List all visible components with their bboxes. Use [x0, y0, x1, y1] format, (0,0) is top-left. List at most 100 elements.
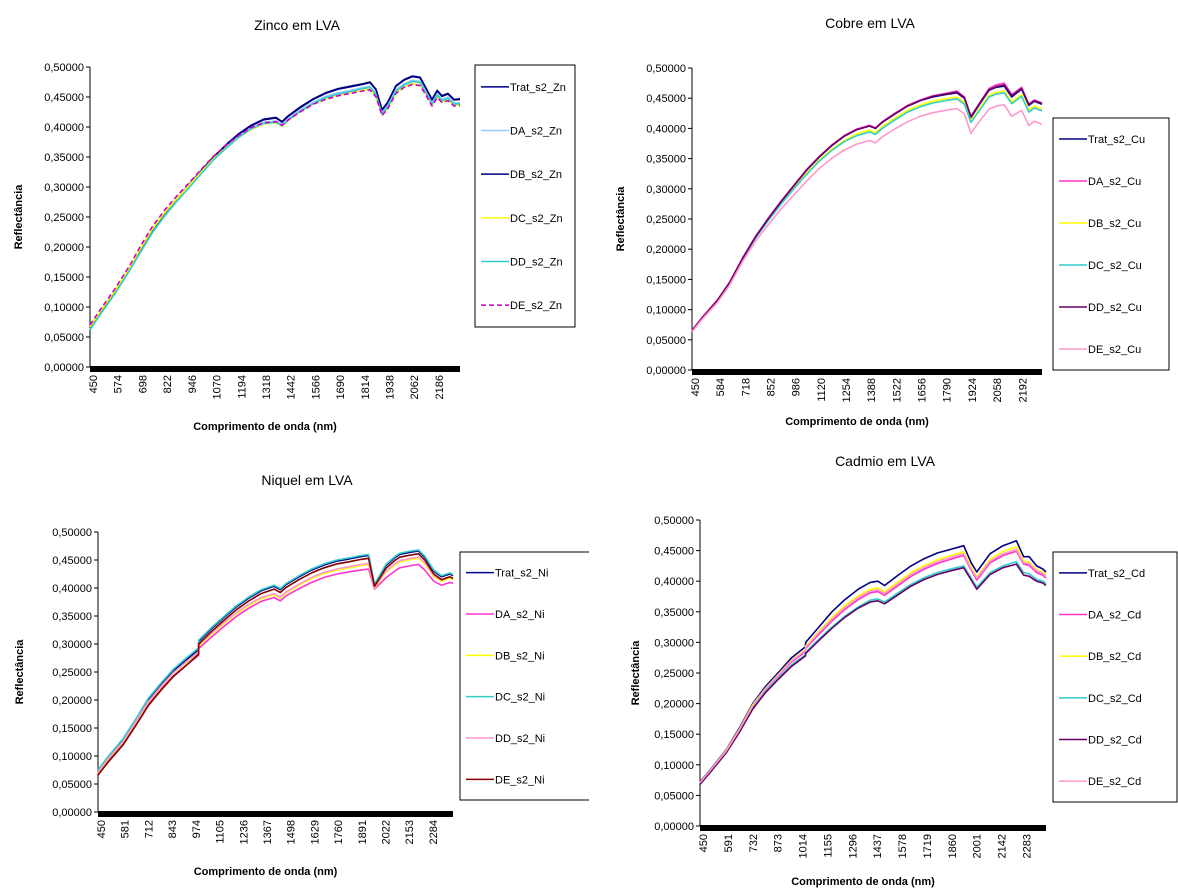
y-tick-label: 0,35000 [646, 154, 686, 166]
x-tick-label: 946 [187, 375, 199, 393]
x-tick-label: 2186 [434, 375, 446, 399]
y-tick-label: 0,10000 [646, 305, 686, 317]
y-tick-label: 0,05000 [44, 332, 84, 344]
chart-zinco: Zinco em LVA 0,00000 0,05000 0,10000 0,15000… [13, 17, 576, 433]
x-tick-label: 698 [137, 375, 149, 393]
y-axis-label: Reflectância [630, 640, 642, 706]
legend-box [459, 551, 589, 801]
y-tick-label: 0,40000 [44, 122, 84, 134]
y-axis-label: Reflectância [14, 639, 26, 705]
legend-item-label: DD_s2_Ni [495, 733, 545, 745]
legend-item-label: Trat_s2_Zn [510, 82, 566, 94]
y-tick-label: 0,10000 [44, 302, 84, 314]
x-tick-label: 1254 [841, 378, 853, 402]
x-tick-label: 712 [143, 820, 155, 838]
x-tick-label: 974 [191, 820, 203, 838]
x-tick-label: 450 [690, 378, 702, 396]
y-tick-label: 0,45000 [52, 555, 92, 567]
legend-item-label: Trat_s2_Cd [1088, 568, 1145, 580]
x-axis [90, 366, 460, 372]
x-tick-label: 1924 [967, 378, 979, 402]
series-line-de-s2-cu [691, 104, 1043, 333]
x-tick-label: 581 [120, 820, 132, 838]
series-line-db-s2-zn [89, 75, 461, 328]
x-tick-label: 2142 [997, 834, 1009, 858]
legend-box [1052, 117, 1170, 371]
y-tick-label: 0,15000 [52, 723, 92, 735]
series-line-dc-s2-cu [691, 92, 1043, 332]
series-line-da-s2-cu [691, 82, 1043, 331]
x-tick-label: 2192 [1017, 378, 1029, 402]
chart-cobre: Cobre em LVA 0,00000 0,05000 0,10000 0,15000… [615, 15, 1170, 428]
x-tick-label: 1656 [917, 378, 929, 402]
x-tick-label: 1194 [236, 375, 248, 399]
x-axis-label: Comprimento de onda (nm) [785, 416, 929, 428]
x-tick-label: 2062 [409, 375, 421, 399]
x-tick-label: 2283 [1022, 834, 1034, 858]
x-tick-label: 1014 [798, 834, 810, 858]
x-tick-label: 1814 [360, 375, 372, 399]
series-line-de-s2-ni [97, 553, 454, 776]
series-line-trat-s2-zn [89, 75, 461, 329]
x-tick-label: 1938 [385, 375, 397, 399]
y-tick-label: 0,25000 [44, 212, 84, 224]
series-line-dd-s2-cu [691, 84, 1043, 332]
y-tick-label: 0,30000 [654, 637, 694, 649]
y-tick-label: 0,30000 [646, 184, 686, 196]
x-axis-label: Comprimento de onda (nm) [791, 876, 935, 888]
x-tick-label: 1388 [866, 378, 878, 402]
y-tick-label: 0,00000 [646, 365, 686, 377]
y-tick-label: 0,25000 [646, 214, 686, 226]
y-tick-label: 0,25000 [52, 667, 92, 679]
legend-item-label: DC_s2_Cd [1088, 693, 1142, 705]
legend-item-label: DC_s2_Zn [510, 213, 563, 225]
chart-title: Niquel em LVA [261, 472, 353, 488]
y-tick-label: 0,40000 [646, 123, 686, 135]
x-tick-label: 2001 [972, 834, 984, 858]
legend-item-label: Trat_s2_Ni [495, 568, 548, 580]
y-tick-label: 0,40000 [654, 576, 694, 588]
x-tick-label: 584 [715, 378, 727, 396]
x-tick-label: 450 [88, 375, 100, 393]
x-tick-label: 852 [766, 378, 778, 396]
y-tick-label: 0,30000 [52, 639, 92, 651]
x-tick-label: 1155 [822, 834, 834, 858]
y-tick-label: 0,25000 [654, 668, 694, 680]
y-axis-label: Reflectância [615, 186, 627, 252]
y-tick-label: 0,35000 [654, 607, 694, 619]
x-tick-label: 1437 [872, 834, 884, 858]
y-tick-label: 0,20000 [646, 244, 686, 256]
x-tick-label: 1367 [262, 820, 274, 844]
x-tick-label: 1891 [357, 820, 369, 844]
legend-item-label: DB_s2_Cu [1088, 218, 1141, 230]
y-axis-label: Reflectância [13, 184, 25, 250]
y-tick-label: 0,50000 [654, 515, 694, 527]
chart-cadmio: Cadmio em LVA 0,00000 0,05000 0,10000 0,1500… [630, 453, 1178, 888]
y-tick-label: 0,05000 [654, 790, 694, 802]
legend-item-label: DA_s2_Cu [1088, 176, 1141, 188]
x-tick-label: 1790 [942, 378, 954, 402]
x-tick-label: 732 [748, 834, 760, 852]
legend-item-label: Trat_s2_Cu [1088, 134, 1145, 146]
x-axis [700, 825, 1046, 831]
y-tick-label: 0,45000 [44, 92, 84, 104]
y-tick-label: 0,30000 [44, 182, 84, 194]
x-tick-label: 2284 [428, 820, 440, 844]
x-tick-label: 822 [162, 375, 174, 393]
x-tick-label: 1318 [261, 375, 273, 399]
series-line-trat-s2-cu [691, 85, 1043, 332]
y-tick-label: 0,45000 [646, 93, 686, 105]
x-tick-label: 1860 [947, 834, 959, 858]
series-line-dc-s2-cd [699, 560, 1047, 785]
legend: Trat_s2_Cd DA_s2_Cd DB_s2_Cd DC_s2_Cd DD_s2_… [1052, 551, 1178, 803]
y-tick-label: 0,15000 [654, 729, 694, 741]
y-tick-label: 0,20000 [44, 242, 84, 254]
x-tick-label: 1719 [922, 834, 934, 858]
x-tick-label: 1120 [816, 378, 828, 402]
y-tick-label: 0,15000 [44, 272, 84, 284]
x-tick-label: 2022 [381, 820, 393, 844]
x-tick-label: 2058 [992, 378, 1004, 402]
x-tick-label: 1070 [212, 375, 224, 399]
x-tick-label: 450 [96, 820, 108, 838]
y-tick-label: 0,50000 [646, 63, 686, 75]
